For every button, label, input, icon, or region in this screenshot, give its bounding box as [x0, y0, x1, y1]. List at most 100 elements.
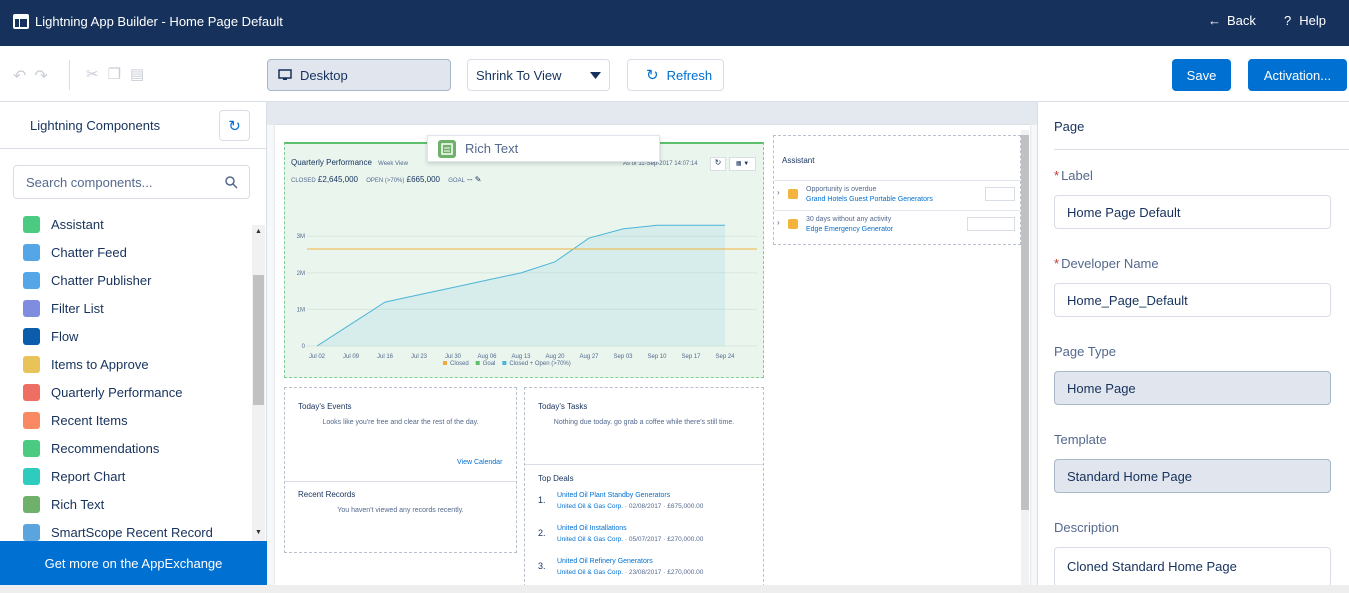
x-tick-label: Aug 06 [477, 354, 497, 360]
component-item[interactable]: SmartScope Recent Record [0, 518, 252, 541]
component-icon [23, 439, 40, 457]
required-marker: * [1054, 168, 1060, 183]
legend-swatch [475, 361, 480, 365]
scrollbar[interactable]: ▲ ▼ [252, 225, 265, 541]
y-tick-label: 2M [297, 271, 305, 277]
assistant-title: Assistant [782, 156, 815, 165]
deal-account: United Oil & Gas Corp. [557, 503, 624, 510]
recent-title: Recent Records [298, 490, 356, 499]
component-item[interactable]: Recent Items [0, 406, 252, 434]
x-tick-label: Jul 23 [411, 354, 428, 360]
assistant-card[interactable]: Assistant › Opportunity is overdue Grand H… [773, 135, 1021, 245]
component-item[interactable]: Flow [0, 322, 252, 350]
deal-date: 05/07/2017 [628, 536, 662, 543]
separator [69, 60, 70, 90]
x-tick-label: Jul 30 [445, 354, 462, 360]
caret [590, 72, 601, 79]
deal-name[interactable]: United Oil Plant Standby Generators [557, 492, 671, 499]
component-name: Items to Approve [51, 356, 149, 372]
appexchange-link[interactable]: Get more on the AppExchange [0, 541, 267, 585]
search-input[interactable]: Search components... [13, 165, 250, 199]
component-item[interactable]: Recommendations [0, 434, 252, 462]
help-link[interactable]: ? Help [1284, 13, 1326, 28]
component-icon [23, 355, 40, 373]
clipboard-tools[interactable]: ✂❐▤ [86, 66, 154, 83]
closed-label: CLOSED [291, 178, 316, 184]
tasks-card[interactable]: Today's Tasks Nothing due today. go grab… [524, 387, 764, 592]
legend-label: Closed [450, 361, 469, 367]
qp-title: Quarterly Performance Week View [291, 158, 408, 167]
events-card[interactable]: Today's Events Looks like you're free an… [284, 387, 517, 553]
assistant-actions[interactable] [967, 217, 1015, 231]
activation-button[interactable]: Activation... [1248, 59, 1347, 91]
field-input: Home Page [1054, 371, 1331, 405]
component-item[interactable]: Rich Text [0, 490, 252, 518]
deal-name[interactable]: United Oil Refinery Generators [557, 558, 653, 565]
deal-name[interactable]: United Oil Installations [557, 525, 627, 532]
component-icon [23, 243, 40, 261]
drag-ghost: Rich Text [427, 135, 660, 162]
scroll-thumb[interactable] [253, 275, 264, 405]
field-input[interactable]: Home_Page_Default [1054, 283, 1331, 317]
area [317, 225, 725, 346]
component-item[interactable]: Assistant [0, 213, 252, 238]
divider [525, 464, 763, 465]
component-item[interactable]: Items to Approve [0, 350, 252, 378]
x-tick-label: Sep 17 [681, 354, 701, 360]
footer-text: Get more on the AppExchange [44, 555, 223, 571]
tasks-message: Nothing due today. go grab a coffee whil… [553, 419, 735, 426]
assistant-icon [788, 189, 798, 199]
component-name: Recommendations [51, 440, 160, 456]
chevron: › [777, 218, 780, 227]
deal-sep: · [623, 536, 629, 543]
field-label: Template [1054, 432, 1107, 447]
quarterly-performance-card[interactable]: Quarterly Performance Week View As of 11… [284, 142, 764, 378]
canvas-scroll-thumb[interactable] [1021, 135, 1029, 510]
deal-details: United Oil & Gas Corp. · 02/08/2017 · £6… [557, 503, 703, 510]
component-icon [23, 495, 40, 513]
refresh-button[interactable]: ↻ Refresh [627, 59, 724, 91]
assistant-item-link[interactable]: Grand Hotels Guest Portable Generators [806, 196, 933, 203]
undo-redo[interactable]: ↶↷ [13, 68, 56, 85]
drag-ghost-text: Rich Text [465, 141, 519, 156]
back-link[interactable]: ← Back [1208, 13, 1256, 28]
zoom-select[interactable]: Shrink To View [467, 59, 610, 91]
scroll-up[interactable]: ▲ [255, 228, 262, 235]
field-input[interactable]: Home Page Default [1054, 195, 1331, 229]
component-icon [23, 299, 40, 317]
component-item[interactable]: Chatter Feed [0, 238, 252, 266]
field-value: Cloned Standard Home Page [1067, 559, 1237, 574]
component-item[interactable]: Chatter Publisher [0, 266, 252, 294]
component-name: Report Chart [51, 468, 126, 484]
field-input[interactable]: Cloned Standard Home Page [1054, 547, 1331, 587]
deal-sep: · [661, 503, 668, 510]
view-select[interactable]: Desktop [267, 59, 451, 91]
component-item[interactable]: Report Chart [0, 462, 252, 490]
field-label: * Label [1054, 168, 1093, 183]
assistant-item[interactable]: › Opportunity is overdue Grand Hotels Gues… [774, 180, 1020, 208]
qp-refresh[interactable]: ↻ [710, 157, 726, 171]
component-item[interactable]: Filter List [0, 294, 252, 322]
assistant-item[interactable]: › 30 days without any activity Edge Emerge… [774, 210, 1020, 238]
component-item[interactable]: Quarterly Performance [0, 378, 252, 406]
panel-refresh[interactable]: ↻ [219, 110, 250, 141]
assistant-item-link[interactable]: Edge Emergency Generator [806, 226, 894, 233]
properties-panel: Page * Label Home Page Default * Developer N… [1037, 102, 1349, 587]
deal-number: 3. [538, 561, 546, 571]
field-label: Description [1054, 520, 1119, 535]
component-icon [23, 271, 40, 289]
qp-as-of: As of 11-Sep-2017 14:07:14 [623, 161, 698, 167]
assistant-actions[interactable] [985, 187, 1015, 201]
canvas-scrollbar[interactable] [1021, 130, 1029, 585]
view-calendar[interactable]: View Calendar [457, 459, 503, 466]
events-message: Looks like you're free and clear the res… [322, 419, 479, 426]
save-button[interactable]: Save [1172, 59, 1231, 91]
events-title: Today's Events [298, 402, 352, 411]
y-tick-label: 3M [297, 234, 305, 240]
scroll-down[interactable]: ▼ [255, 529, 262, 536]
component-icon [23, 327, 40, 345]
deal-item: 3. United Oil Refinery Generators United O… [525, 556, 763, 586]
qp-menu[interactable]: ▦ ▼ [729, 157, 756, 171]
y-tick-label: 1M [297, 307, 305, 313]
x-tick-label: Sep 03 [613, 354, 633, 360]
